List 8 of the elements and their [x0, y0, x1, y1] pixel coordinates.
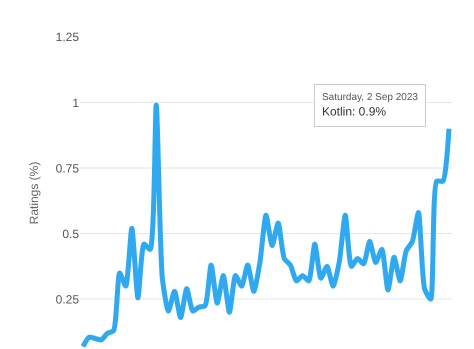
- annotation: Kotlin: 0.9%: [322, 104, 386, 119]
- y-tick-label: 0.5: [62, 226, 80, 241]
- y-axis-title: Ratings (%): [26, 162, 41, 224]
- y-tick-label: 0.75: [56, 161, 80, 176]
- y-tick-label: 1.25: [56, 30, 80, 44]
- y-tick-label: 0.25: [56, 292, 80, 306]
- annotation: Saturday, 2 Sep 2023: [322, 92, 418, 103]
- y-tick-label: 1: [72, 96, 80, 110]
